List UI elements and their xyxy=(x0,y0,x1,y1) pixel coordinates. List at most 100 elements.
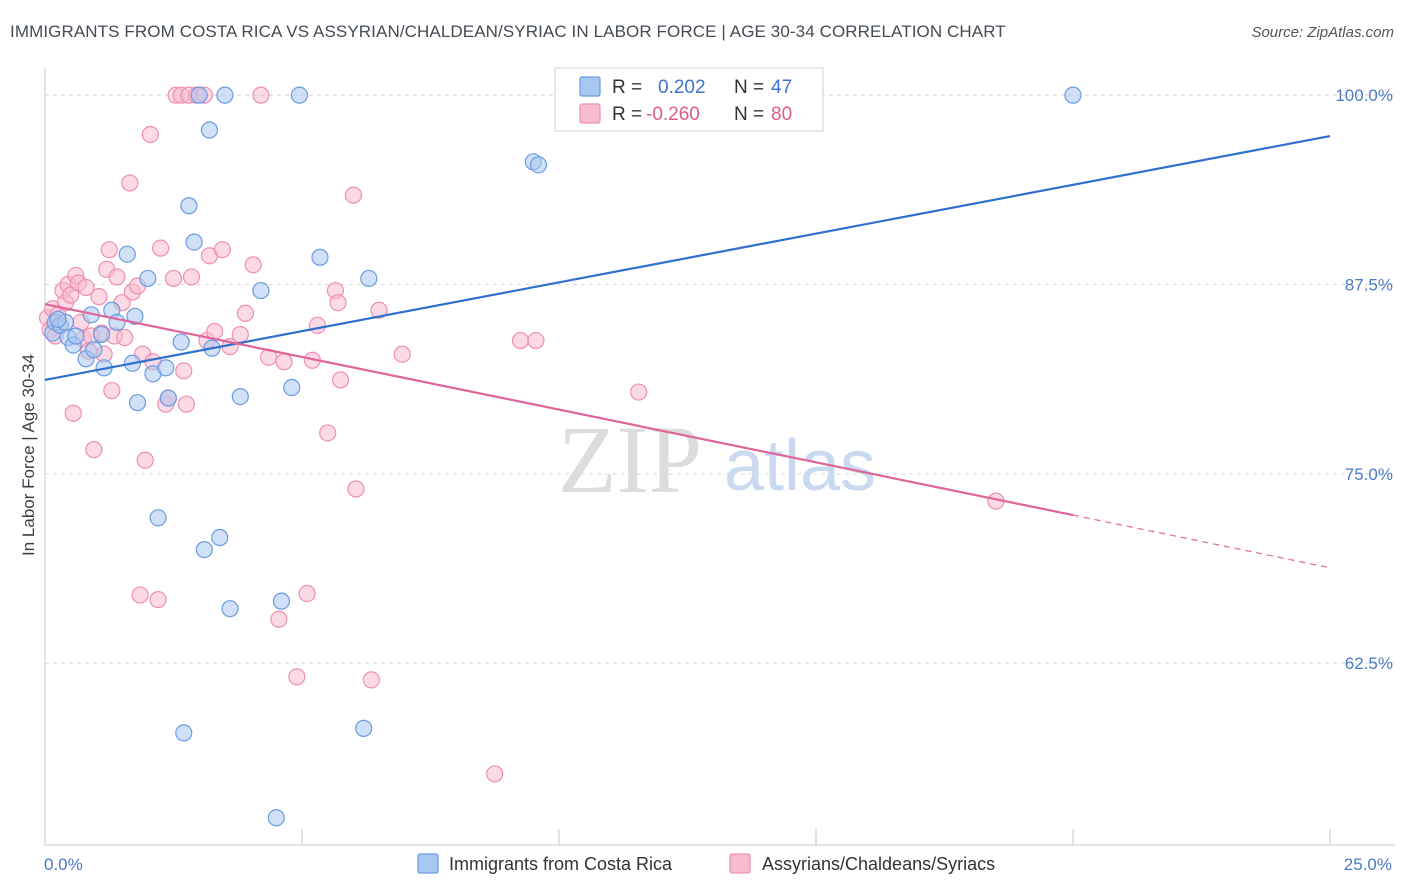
legend-swatch-pink xyxy=(579,103,601,124)
y-tick-labels: 62.5% 75.0% 87.5% 100.0% xyxy=(1335,86,1393,673)
correlation-legend: R = 0.202 N = 47 R = -0.260 N = 80 xyxy=(554,67,824,132)
x-tick-label-max: 25.0% xyxy=(1344,855,1392,874)
legend-r-label-blue: R = xyxy=(612,77,642,98)
pink-point-15 xyxy=(77,278,95,297)
pink-point-58 xyxy=(252,86,270,104)
pink-point-78 xyxy=(630,383,648,401)
pink-point-10 xyxy=(64,404,82,422)
pink-point-26 xyxy=(108,268,126,286)
legend-n-label-pink: N = xyxy=(734,104,764,125)
pink-point-61 xyxy=(275,353,293,371)
pink-point-34 xyxy=(136,451,154,469)
legend-r-value-pink: -0.260 xyxy=(646,104,700,125)
pink-point-69 xyxy=(331,371,350,389)
blue-point-44 xyxy=(1064,86,1082,104)
blue-point-38 xyxy=(290,86,309,104)
bottom-legend-swatch-blue xyxy=(417,853,439,874)
blue-point-19 xyxy=(149,509,167,527)
blue-point-20 xyxy=(157,359,175,377)
pink-point-76 xyxy=(511,331,530,350)
y-axis-label: In Labor Force | Age 30-34 xyxy=(19,354,38,556)
bottom-legend-label-pink: Assyrians/Chaldeans/Syriacs xyxy=(762,854,995,874)
pink-point-37 xyxy=(149,590,167,609)
blue-point-43 xyxy=(529,156,548,174)
bottom-legend-swatch-pink xyxy=(729,853,751,874)
y-tick-label-2: 87.5% xyxy=(1345,276,1393,295)
pink-point-55 xyxy=(231,325,249,344)
blue-point-15 xyxy=(126,307,144,325)
pink-point-44 xyxy=(175,362,193,380)
blue-point-40 xyxy=(355,719,373,737)
y-tick-label-0: 62.5% xyxy=(1345,654,1393,673)
pink-point-63 xyxy=(298,584,316,603)
legend-swatch-blue xyxy=(579,76,601,97)
pink-point-24 xyxy=(103,381,121,400)
blue-series-points xyxy=(44,86,1082,827)
blue-point-27 xyxy=(195,541,213,559)
blue-point-31 xyxy=(216,86,234,104)
blue-point-22 xyxy=(172,333,190,351)
pink-point-62 xyxy=(288,668,306,686)
pink-point-72 xyxy=(362,671,380,689)
pink-trend-line-dashed xyxy=(1072,514,1331,569)
pink-point-66 xyxy=(319,424,337,442)
pink-point-70 xyxy=(344,186,362,204)
blue-point-41 xyxy=(360,269,378,288)
axes xyxy=(44,68,1395,846)
trend-lines xyxy=(44,134,1331,569)
legend-r-label-pink: R = xyxy=(612,104,642,125)
blue-point-26 xyxy=(190,86,208,104)
legend-r-value-blue: 0.202 xyxy=(658,77,706,98)
chart-title: IMMIGRANTS FROM COSTA RICA VS ASSYRIAN/C… xyxy=(10,22,1006,41)
legend-n-label-blue: N = xyxy=(734,77,764,98)
blue-point-39 xyxy=(311,248,329,266)
pink-point-32 xyxy=(131,586,149,604)
x-tick-label-min: 0.0% xyxy=(44,855,83,874)
pink-point-60 xyxy=(270,610,288,628)
pink-point-77 xyxy=(527,331,545,350)
pink-point-56 xyxy=(236,304,255,322)
pink-point-47 xyxy=(182,268,201,286)
pink-point-23 xyxy=(100,241,118,259)
blue-point-30 xyxy=(211,528,229,547)
blue-point-16 xyxy=(128,394,147,412)
pink-point-75 xyxy=(486,765,504,783)
pink-point-53 xyxy=(213,241,231,259)
blue-point-32 xyxy=(221,600,239,618)
pink-point-29 xyxy=(121,174,139,192)
blue-point-34 xyxy=(252,281,270,300)
blue-point-23 xyxy=(175,724,193,742)
pink-point-41 xyxy=(164,269,183,288)
pink-point-9 xyxy=(62,286,80,304)
blue-trend-line xyxy=(44,134,1331,382)
blue-point-45 xyxy=(49,310,67,328)
blue-point-36 xyxy=(272,592,291,610)
blue-point-8 xyxy=(85,341,103,359)
pink-point-35 xyxy=(141,125,159,144)
pink-point-71 xyxy=(347,480,365,498)
zipatlas-watermark: ZIP atlas xyxy=(558,406,876,513)
watermark-atlas: atlas xyxy=(724,426,876,506)
blue-point-24 xyxy=(180,197,198,215)
pink-trend-line xyxy=(44,303,1074,517)
pink-point-28 xyxy=(116,328,134,347)
blue-point-46 xyxy=(67,327,85,345)
blue-point-25 xyxy=(185,233,203,251)
blue-point-21 xyxy=(159,389,177,407)
blue-point-13 xyxy=(118,245,136,263)
pink-point-45 xyxy=(177,395,195,413)
legend-n-value-pink: 80 xyxy=(771,104,792,125)
bottom-legend-label-blue: Immigrants from Costa Rica xyxy=(449,854,673,874)
pink-point-65 xyxy=(308,316,327,335)
gridlines xyxy=(45,94,1395,664)
watermark-zip: ZIP xyxy=(558,406,702,513)
pink-point-73 xyxy=(370,301,388,319)
pink-point-38 xyxy=(152,239,170,257)
legend-n-value-blue: 47 xyxy=(771,77,792,98)
blue-point-33 xyxy=(231,388,249,406)
pink-point-18 xyxy=(85,441,103,459)
blue-point-37 xyxy=(283,378,301,397)
blue-point-9 xyxy=(92,325,111,344)
pink-point-57 xyxy=(244,256,262,274)
